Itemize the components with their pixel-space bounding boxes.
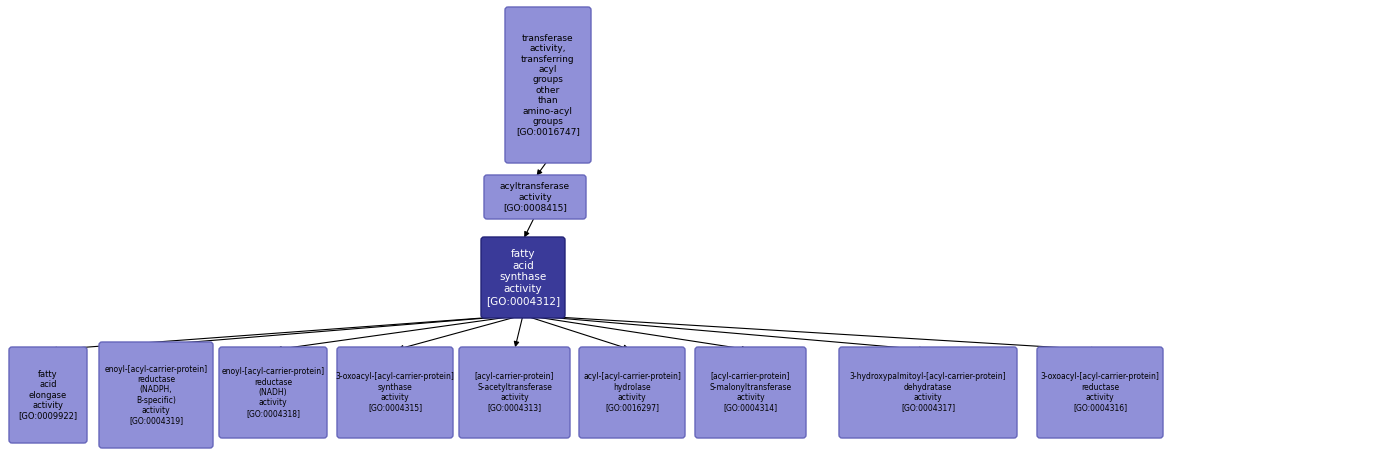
- FancyBboxPatch shape: [459, 347, 570, 438]
- FancyBboxPatch shape: [579, 347, 686, 438]
- FancyBboxPatch shape: [1037, 347, 1163, 438]
- Text: enoyl-[acyl-carrier-protein]
reductase
(NADPH,
B-specific)
activity
[GO:0004319]: enoyl-[acyl-carrier-protein] reductase (…: [104, 364, 208, 425]
- Text: fatty
acid
synthase
activity
[GO:0004312]: fatty acid synthase activity [GO:0004312…: [486, 249, 561, 306]
- Text: [acyl-carrier-protein]
S-acetyltransferase
activity
[GO:0004313]: [acyl-carrier-protein] S-acetyltransfera…: [475, 372, 554, 413]
- FancyBboxPatch shape: [219, 347, 328, 438]
- Text: acyltransferase
activity
[GO:0008415]: acyltransferase activity [GO:0008415]: [500, 182, 570, 212]
- Text: 3-oxoacyl-[acyl-carrier-protein]
synthase
activity
[GO:0004315]: 3-oxoacyl-[acyl-carrier-protein] synthas…: [336, 372, 454, 413]
- FancyBboxPatch shape: [695, 347, 806, 438]
- FancyBboxPatch shape: [337, 347, 452, 438]
- Text: 3-hydroxypalmitoyl-[acyl-carrier-protein]
dehydratase
activity
[GO:0004317]: 3-hydroxypalmitoyl-[acyl-carrier-protein…: [849, 372, 1006, 413]
- Text: 3-oxoacyl-[acyl-carrier-protein]
reductase
activity
[GO:0004316]: 3-oxoacyl-[acyl-carrier-protein] reducta…: [1041, 372, 1159, 413]
- Text: [acyl-carrier-protein]
S-malonyltransferase
activity
[GO:0004314]: [acyl-carrier-protein] S-malonyltransfer…: [709, 372, 791, 413]
- Text: fatty
acid
elongase
activity
[GO:0009922]: fatty acid elongase activity [GO:0009922…: [18, 369, 78, 420]
- FancyBboxPatch shape: [484, 175, 586, 219]
- FancyBboxPatch shape: [838, 347, 1017, 438]
- FancyBboxPatch shape: [99, 342, 212, 448]
- FancyBboxPatch shape: [8, 347, 87, 443]
- Text: acyl-[acyl-carrier-protein]
hydrolase
activity
[GO:0016297]: acyl-[acyl-carrier-protein] hydrolase ac…: [583, 372, 682, 413]
- FancyBboxPatch shape: [482, 237, 565, 318]
- FancyBboxPatch shape: [505, 7, 591, 163]
- Text: transferase
activity,
transferring
acyl
groups
other
than
amino-acyl
groups
[GO:: transferase activity, transferring acyl …: [516, 34, 580, 136]
- Text: enoyl-[acyl-carrier-protein]
reductase
(NADH)
activity
[GO:0004318]: enoyl-[acyl-carrier-protein] reductase (…: [222, 367, 325, 418]
